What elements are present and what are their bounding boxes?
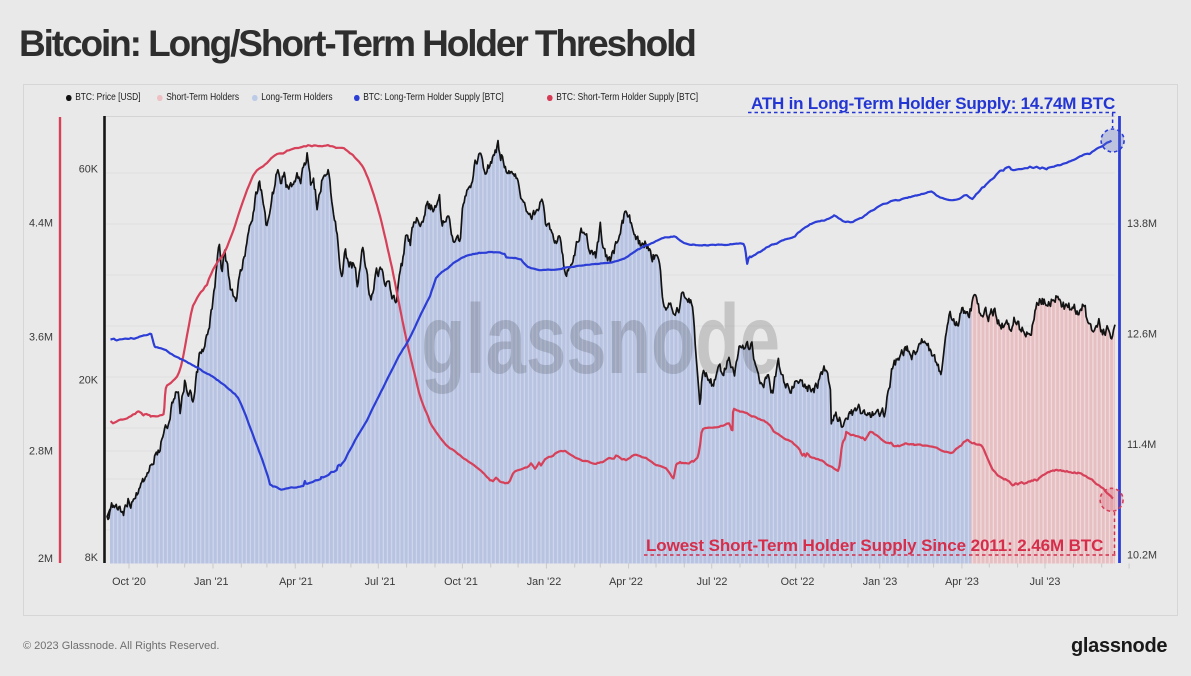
- svg-text:Jan '21: Jan '21: [194, 576, 228, 588]
- svg-text:13.8M: 13.8M: [1127, 218, 1157, 230]
- svg-text:Oct '20: Oct '20: [112, 576, 146, 588]
- svg-text:20K: 20K: [79, 375, 99, 387]
- svg-text:60K: 60K: [79, 164, 99, 176]
- svg-text:8K: 8K: [85, 552, 99, 564]
- svg-text:Jul '21: Jul '21: [365, 576, 396, 588]
- svg-text:Oct '21: Oct '21: [444, 576, 478, 588]
- svg-text:glassnode: glassnode: [421, 284, 780, 394]
- svg-text:3.6M: 3.6M: [29, 332, 53, 344]
- svg-text:12.6M: 12.6M: [1127, 329, 1157, 341]
- svg-text:Jan '23: Jan '23: [863, 576, 897, 588]
- svg-text:Apr '21: Apr '21: [279, 576, 313, 588]
- svg-text:Oct '22: Oct '22: [781, 576, 815, 588]
- svg-text:Apr '23: Apr '23: [945, 576, 979, 588]
- svg-text:4.4M: 4.4M: [29, 218, 53, 230]
- svg-text:2.8M: 2.8M: [29, 446, 53, 458]
- svg-text:11.4M: 11.4M: [1127, 439, 1156, 451]
- svg-text:Jul '23: Jul '23: [1030, 576, 1061, 588]
- svg-text:2M: 2M: [38, 553, 53, 565]
- svg-text:10.2M: 10.2M: [1127, 550, 1157, 562]
- svg-text:Apr '22: Apr '22: [609, 576, 643, 588]
- svg-text:Jan '22: Jan '22: [527, 576, 561, 588]
- svg-text:Jul '22: Jul '22: [697, 576, 728, 588]
